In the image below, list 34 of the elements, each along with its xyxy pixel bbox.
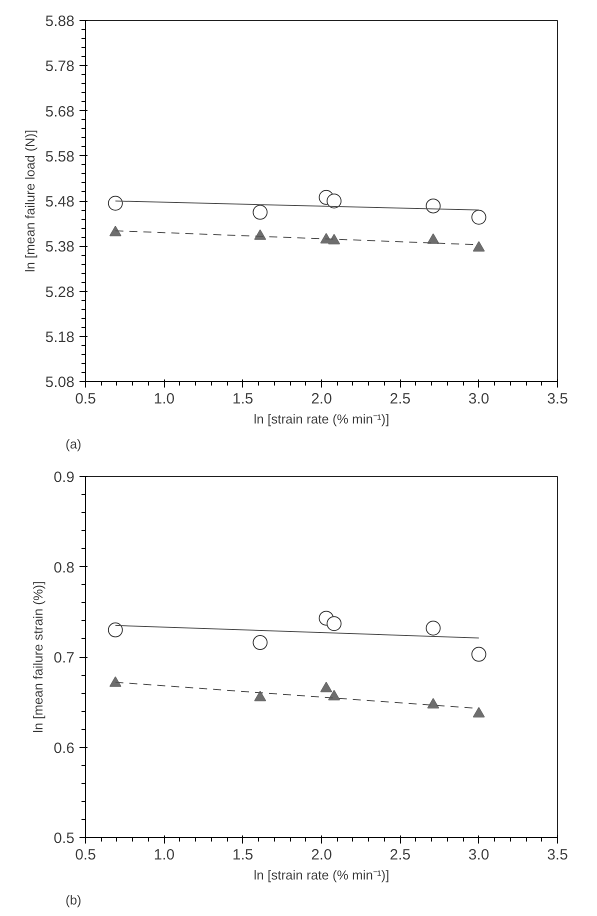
y-tick-label: 0.6 bbox=[54, 740, 75, 757]
y-tick-label: 5.28 bbox=[45, 284, 75, 301]
text: (b) bbox=[66, 892, 82, 908]
y-tick-label: 5.08 bbox=[45, 374, 75, 391]
y-tick-label: 5.38 bbox=[45, 238, 75, 256]
x-tick-label: 3.0 bbox=[468, 390, 490, 408]
x-tick-label: 3.0 bbox=[468, 846, 490, 864]
y-tick-label: 5.48 bbox=[45, 194, 75, 210]
x-tick-label: 1.0 bbox=[154, 390, 175, 408]
y-tick-label: 5.58 bbox=[45, 148, 75, 166]
y-axis-title: ln [mean failure load (N)] bbox=[22, 130, 38, 272]
y-axis-title: ln [mean failure strain (%)] bbox=[30, 581, 46, 733]
y-tick-label: 0.8 bbox=[54, 559, 75, 576]
x-tick-label: 1.5 bbox=[232, 390, 254, 408]
y-tick-label: 5.18 bbox=[45, 328, 75, 346]
text: (a) bbox=[66, 436, 82, 452]
y-tick-label: 5.68 bbox=[45, 103, 75, 120]
x-axis-title: ln [strain rate (% min⁻¹)] bbox=[254, 868, 390, 882]
x-tick-label: 2.5 bbox=[390, 390, 411, 408]
y-tick-label: 0.7 bbox=[54, 650, 75, 666]
x-tick-label: 3.5 bbox=[547, 846, 568, 864]
x-tick-label: 2.5 bbox=[390, 846, 411, 864]
x-tick-label: 2.0 bbox=[311, 390, 332, 408]
x-tick-label: 2.0 bbox=[311, 846, 332, 864]
y-tick-label: 0.5 bbox=[54, 830, 75, 847]
x-tick-label: 1.0 bbox=[154, 846, 175, 864]
x-tick-label: 1.5 bbox=[232, 846, 254, 864]
y-tick-label: 5.88 bbox=[45, 13, 75, 30]
y-tick-label: 5.78 bbox=[45, 58, 75, 76]
x-tick-label: 3.5 bbox=[547, 390, 568, 408]
x-tick-label: 0.5 bbox=[75, 846, 96, 864]
y-tick-label: 0.9 bbox=[54, 469, 75, 486]
x-axis-title: ln [strain rate (% min⁻¹)] bbox=[254, 412, 390, 426]
x-tick-label: 0.5 bbox=[75, 390, 96, 408]
